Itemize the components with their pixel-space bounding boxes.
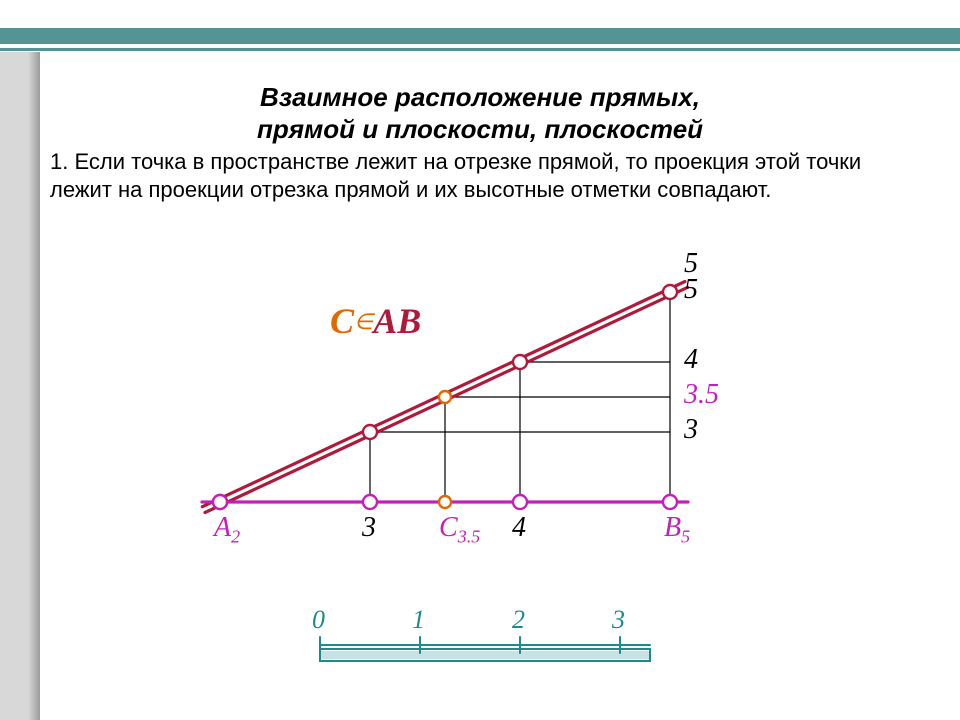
geometry-diagram <box>0 0 960 720</box>
label-plan-3: 3 <box>362 512 376 544</box>
scale-label-0: 0 <box>312 605 325 635</box>
level-label-3: 3 <box>684 414 698 446</box>
scale-label-2: 2 <box>512 605 525 635</box>
formula-c-in-ab: C∈AB <box>330 300 421 342</box>
scale-label-1: 1 <box>412 605 425 635</box>
label-A: A2 <box>214 512 240 548</box>
level-label-5: 5 <box>684 248 698 280</box>
label-plan-4: 4 <box>512 512 526 544</box>
level-label-1: 4 <box>684 344 698 376</box>
label-B: B5 <box>664 512 690 548</box>
label-C: C3.5 <box>439 512 480 548</box>
scale-label-3: 3 <box>612 605 625 635</box>
level-label-2: 3.5 <box>684 379 719 411</box>
